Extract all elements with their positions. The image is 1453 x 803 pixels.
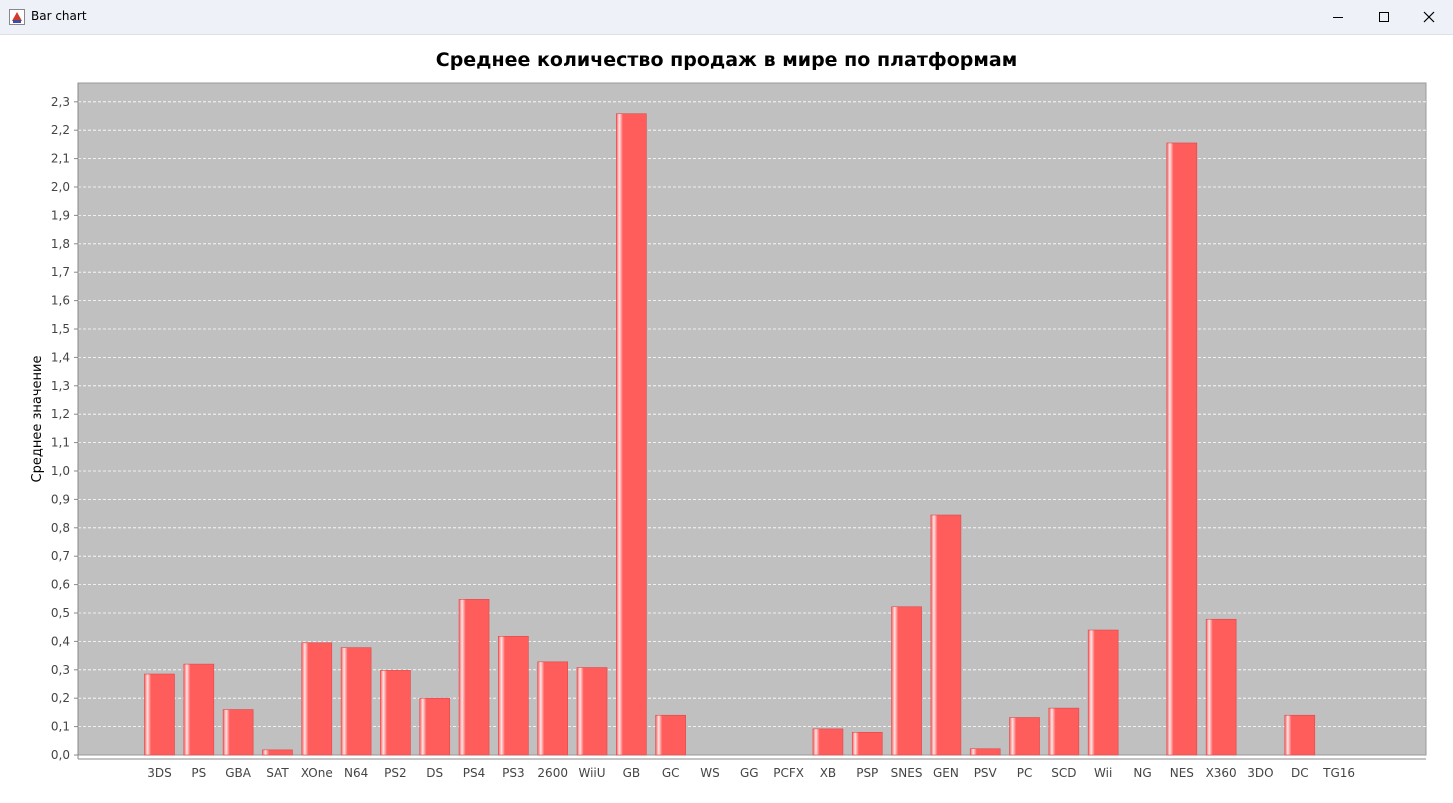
bar-wii <box>1087 629 1119 756</box>
x-tick-label: 3DS <box>147 766 172 780</box>
bar-2600 <box>537 661 569 756</box>
window-title: Bar chart <box>31 9 87 23</box>
bar-xb <box>812 728 844 756</box>
bar-dc <box>1284 714 1316 756</box>
x-tick-label: PSP <box>856 766 878 780</box>
bar-sat <box>262 749 293 756</box>
bar-ps4 <box>458 599 490 756</box>
x-tick-label: PC <box>1017 766 1033 780</box>
x-tick-label: GG <box>740 766 759 780</box>
x-tick-label: TG16 <box>1322 766 1355 780</box>
bar-wiiu <box>576 667 608 756</box>
y-tick-label: 1,5 <box>51 322 70 336</box>
x-tick-label: PS3 <box>502 766 525 780</box>
x-tick-label: XB <box>820 766 836 780</box>
bar-gb <box>616 113 647 756</box>
bar-ps <box>183 663 215 756</box>
x-tick-label: DS <box>426 766 443 780</box>
x-tick-label: SCD <box>1051 766 1076 780</box>
x-tick-label: PS4 <box>463 766 486 780</box>
x-tick-label: GEN <box>933 766 959 780</box>
bar-scd <box>1048 707 1080 756</box>
bar-gc <box>655 714 686 756</box>
bar-nes <box>1166 142 1198 756</box>
y-tick-label: 1,8 <box>51 237 70 251</box>
x-tick-label: XOne <box>301 766 333 780</box>
bar-pc <box>1009 717 1040 756</box>
x-tick-label: N64 <box>344 766 368 780</box>
y-tick-label: 1,3 <box>51 379 70 393</box>
y-tick-label: 2,0 <box>51 180 70 194</box>
y-tick-label: 0,8 <box>51 521 70 535</box>
x-tick-label: WiiU <box>578 766 605 780</box>
x-tick-label: GB <box>623 766 641 780</box>
bar-psp <box>851 731 883 756</box>
maximize-icon <box>1379 12 1389 22</box>
x-tick-label: Wii <box>1094 766 1112 780</box>
bar-n64 <box>340 647 372 756</box>
minimize-icon <box>1333 17 1343 18</box>
bar-ps3 <box>498 635 529 756</box>
bar-x360 <box>1205 618 1237 756</box>
y-tick-label: 0,4 <box>51 634 70 648</box>
y-tick-label: 2,1 <box>51 152 70 166</box>
bar-psv <box>969 748 1001 756</box>
bar-gen <box>930 514 962 756</box>
x-tick-label: NES <box>1170 766 1194 780</box>
y-tick-label: 0,3 <box>51 663 70 677</box>
x-tick-label: SAT <box>266 766 289 780</box>
y-tick-label: 2,2 <box>51 123 70 137</box>
maximize-button[interactable] <box>1361 0 1407 34</box>
y-tick-label: 1,6 <box>51 294 70 308</box>
y-tick-label: 1,2 <box>51 407 70 421</box>
x-tick-label: PSV <box>974 766 998 780</box>
minimize-button[interactable] <box>1315 0 1361 34</box>
window-titlebar: Bar chart <box>0 0 1453 35</box>
close-icon <box>1423 11 1435 23</box>
java-cup-icon[interactable] <box>9 9 25 25</box>
bar-ps2 <box>380 670 411 756</box>
x-tick-label: PS2 <box>384 766 407 780</box>
y-tick-label: 2,3 <box>51 95 70 109</box>
bar-3ds <box>144 673 175 756</box>
y-tick-label: 1,7 <box>51 265 70 279</box>
x-tick-label: 3DO <box>1247 766 1273 780</box>
x-tick-label: GC <box>662 766 680 780</box>
y-tick-label: 1,1 <box>51 436 70 450</box>
x-tick-label: WS <box>700 766 719 780</box>
y-tick-label: 1,0 <box>51 464 70 478</box>
y-tick-label: 0,9 <box>51 492 70 506</box>
x-tick-label: X360 <box>1206 766 1237 780</box>
y-tick-label: 0,1 <box>51 720 70 734</box>
x-tick-label: SNES <box>891 766 923 780</box>
y-axis-label: Среднее значение <box>30 356 45 483</box>
y-tick-label: 1,4 <box>51 350 70 364</box>
y-tick-label: 1,9 <box>51 208 70 222</box>
x-tick-label: DC <box>1291 766 1309 780</box>
x-tick-label: NG <box>1133 766 1151 780</box>
y-tick-label: 0,2 <box>51 691 70 705</box>
y-tick-label: 0,0 <box>51 748 70 762</box>
bar-ds <box>419 697 451 756</box>
y-tick-label: 0,6 <box>51 578 70 592</box>
close-button[interactable] <box>1406 0 1452 34</box>
y-tick-label: 0,7 <box>51 549 70 563</box>
chart-title: Среднее количество продаж в мире по плат… <box>435 49 1018 71</box>
y-tick-label: 0,5 <box>51 606 70 620</box>
x-tick-label: PS <box>191 766 206 780</box>
x-tick-label: GBA <box>225 766 252 780</box>
bar-gba <box>222 709 254 756</box>
x-tick-label: PCFX <box>773 766 804 780</box>
bar-xone <box>301 642 333 756</box>
bar-snes <box>891 606 922 756</box>
x-tick-label: 2600 <box>537 766 568 780</box>
